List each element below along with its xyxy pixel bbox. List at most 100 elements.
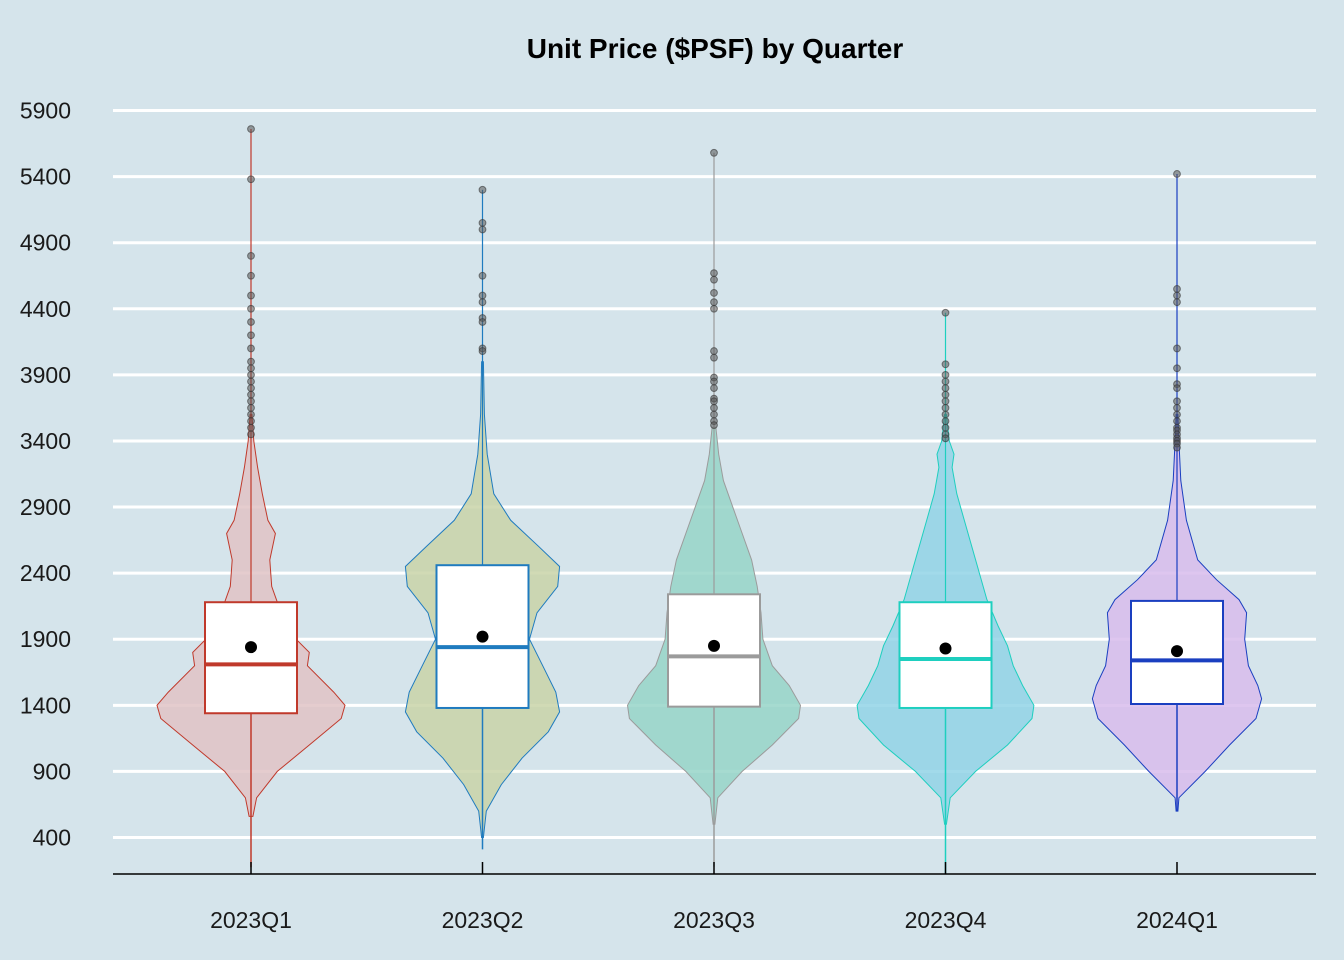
box-2023Q4 bbox=[898, 601, 993, 709]
outlier-point bbox=[247, 430, 255, 439]
outlier-point bbox=[1173, 298, 1181, 307]
y-tick-label-400: 400 bbox=[33, 825, 71, 851]
outlier-point bbox=[478, 291, 487, 300]
y-tick-label-2400: 2400 bbox=[20, 560, 71, 586]
outlier-point bbox=[247, 291, 255, 300]
outlier-point bbox=[710, 269, 718, 277]
outlier-point bbox=[941, 410, 950, 419]
outlier-point bbox=[247, 404, 255, 412]
outlier-point bbox=[478, 318, 487, 326]
outlier-point bbox=[478, 218, 487, 227]
outlier-point bbox=[710, 404, 718, 412]
outlier-point bbox=[247, 252, 255, 260]
outlier-point bbox=[247, 370, 255, 379]
mean-point-2023Q1 bbox=[245, 641, 257, 654]
outlier-point bbox=[247, 390, 255, 399]
x-tick-label-2023Q4: 2023Q4 bbox=[905, 907, 987, 933]
outlier-point bbox=[710, 347, 718, 355]
violin-group-2023Q2 bbox=[404, 185, 561, 850]
outlier-point bbox=[941, 370, 950, 379]
outlier-point bbox=[478, 298, 487, 307]
mean-point-2023Q3 bbox=[708, 639, 720, 652]
outlier-point bbox=[1173, 364, 1181, 373]
outlier-point bbox=[941, 404, 950, 412]
y-tick-label-1900: 1900 bbox=[20, 626, 71, 652]
outlier-point bbox=[941, 397, 950, 406]
outlier-point bbox=[247, 364, 255, 373]
outlier-point bbox=[710, 421, 718, 429]
outlier-point bbox=[478, 225, 487, 234]
outlier-point bbox=[710, 397, 718, 406]
x-tick-label-2023Q1: 2023Q1 bbox=[210, 907, 292, 933]
outlier-point bbox=[247, 377, 255, 386]
outlier-point bbox=[1173, 417, 1181, 426]
outlier-point bbox=[247, 175, 255, 184]
outlier-point bbox=[247, 331, 255, 340]
outlier-point bbox=[941, 390, 950, 399]
y-tick-label-4900: 4900 bbox=[20, 230, 71, 256]
outlier-point bbox=[941, 308, 950, 317]
outlier-point bbox=[247, 397, 255, 406]
outlier-point bbox=[710, 275, 718, 284]
violin-group-2023Q4 bbox=[856, 308, 1035, 874]
outlier-point bbox=[247, 125, 255, 133]
violin-group-2023Q1 bbox=[156, 125, 346, 868]
box-2023Q1 bbox=[204, 601, 298, 715]
outlier-point bbox=[1173, 344, 1181, 353]
outlier-point bbox=[1173, 170, 1181, 178]
outlier-point bbox=[478, 271, 487, 280]
outlier-point bbox=[247, 271, 255, 280]
outlier-point bbox=[1173, 404, 1181, 412]
outlier-point bbox=[941, 384, 950, 392]
outlier-point bbox=[941, 377, 950, 386]
mean-point-2023Q2 bbox=[476, 630, 489, 643]
violin-groups bbox=[156, 125, 1263, 874]
outlier-point bbox=[247, 417, 255, 426]
chart-title: Unit Price ($PSF) by Quarter bbox=[527, 33, 904, 64]
outlier-point bbox=[247, 410, 255, 419]
x-tick-label-2023Q2: 2023Q2 bbox=[442, 907, 524, 933]
outlier-point bbox=[941, 423, 950, 432]
outlier-point bbox=[710, 384, 718, 392]
outlier-point bbox=[710, 298, 718, 307]
outlier-point bbox=[710, 377, 718, 386]
y-axis-tick-labels: 400 900 1400 1900 2400 2900 3400 3900 4400 4900 54… bbox=[20, 98, 71, 851]
y-tick-label-4400: 4400 bbox=[20, 296, 71, 322]
outlier-point bbox=[1173, 443, 1181, 452]
outlier-point bbox=[941, 434, 950, 443]
violin-group-2024Q1 bbox=[1091, 170, 1263, 812]
x-axis: 2023Q1 2023Q2 2023Q3 2023Q4 2024Q1 bbox=[113, 862, 1316, 933]
outlier-point bbox=[941, 360, 950, 369]
mean-point-2023Q4 bbox=[939, 642, 952, 655]
y-tick-label-5400: 5400 bbox=[20, 164, 71, 190]
outlier-point bbox=[247, 304, 255, 313]
outlier-point bbox=[247, 423, 255, 432]
y-tick-label-1400: 1400 bbox=[20, 692, 71, 718]
x-tick-label-2024Q1: 2024Q1 bbox=[1136, 907, 1218, 933]
mean-point-2024Q1 bbox=[1171, 645, 1183, 658]
y-tick-label-5900: 5900 bbox=[20, 98, 71, 124]
outlier-point bbox=[1173, 291, 1181, 300]
outlier-point bbox=[247, 318, 255, 326]
outlier-point bbox=[710, 289, 718, 297]
outlier-point bbox=[710, 304, 718, 313]
outlier-point bbox=[247, 384, 255, 392]
outlier-point bbox=[247, 357, 255, 366]
y-tick-label-3900: 3900 bbox=[20, 362, 71, 388]
outlier-point bbox=[710, 148, 718, 157]
violin-group-2023Q3 bbox=[626, 148, 802, 867]
outlier-point bbox=[1173, 397, 1181, 406]
outlier-point bbox=[1173, 384, 1181, 392]
outlier-point bbox=[478, 347, 487, 355]
outlier-point bbox=[1173, 285, 1181, 293]
y-tick-label-2900: 2900 bbox=[20, 494, 71, 520]
outlier-point bbox=[1173, 410, 1181, 419]
y-tick-label-900: 900 bbox=[33, 758, 71, 784]
outlier-point bbox=[478, 185, 487, 194]
outlier-point bbox=[710, 410, 718, 419]
y-tick-label-3400: 3400 bbox=[20, 428, 71, 454]
box-2024Q1 bbox=[1130, 599, 1224, 705]
x-tick-label-2023Q3: 2023Q3 bbox=[673, 907, 755, 933]
outlier-point bbox=[941, 417, 950, 426]
